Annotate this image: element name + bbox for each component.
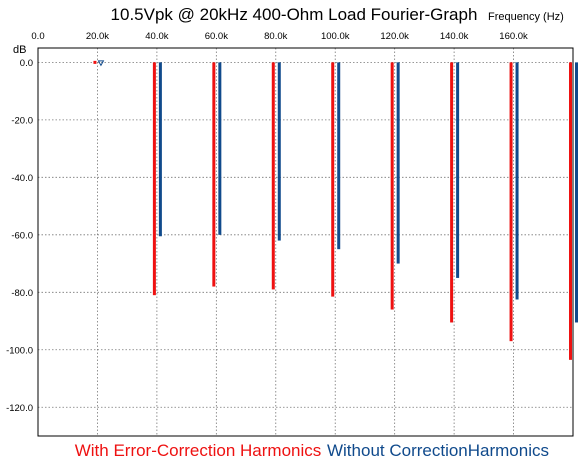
- y-tick-label: 0.0: [20, 58, 33, 69]
- bar-series-1: [331, 62, 335, 297]
- y-tick-labels: 0.0 -20.0 -40.0 -60.0 -80.0 -100.0 -120.0: [6, 58, 33, 414]
- plot-frame: [37, 47, 574, 437]
- bar-series-1: [569, 62, 572, 360]
- bar-series-1: [390, 62, 394, 310]
- x-tick-label: 40.0k: [145, 31, 168, 42]
- bar-series-1: [212, 62, 216, 287]
- x-tick-label: 140.0k: [440, 31, 469, 42]
- bar-series-2: [277, 62, 281, 241]
- chart-title: 10.5Vpk @ 20kHz 400-Ohm Load Fourier-Gra…: [111, 5, 478, 24]
- bar-series-2: [575, 62, 578, 323]
- x-tick-label: 60.0k: [205, 31, 228, 42]
- bars-group: [152, 62, 578, 360]
- bar-series-2: [456, 62, 460, 278]
- legend-series-1: With Error-Correction Harmonics: [75, 441, 322, 460]
- bar-series-1: [271, 62, 275, 290]
- fundamental-marker-series-1: [93, 60, 97, 64]
- legend-series-2: Without CorrectionHarmonics: [327, 441, 549, 460]
- fundamental-marker-series-2: [97, 60, 105, 67]
- grid-lines: [38, 48, 573, 436]
- x-tick-label: 80.0k: [264, 31, 287, 42]
- bar-series-2: [158, 62, 162, 237]
- y-tick-label: -60.0: [11, 230, 33, 241]
- bar-series-2: [218, 62, 222, 235]
- x-tick-label: 100.0k: [321, 31, 350, 42]
- bar-series-1: [450, 62, 454, 323]
- y-tick-label: -40.0: [11, 173, 33, 184]
- y-axis-label: dB: [13, 44, 26, 56]
- y-tick-label: -120.0: [6, 403, 33, 414]
- x-tick-label: 0.0: [31, 31, 44, 42]
- y-tick-label: -80.0: [11, 288, 33, 299]
- y-tick-label: -100.0: [6, 345, 33, 356]
- x-tick-label: 160.0k: [499, 31, 528, 42]
- x-tick-labels: 0.0 20.0k 40.0k 60.0k 80.0k 100.0k 120.0k 140.0…: [31, 31, 528, 42]
- y-tick-label: -20.0: [11, 115, 33, 126]
- bar-series-1: [509, 62, 513, 342]
- bar-series-2: [396, 62, 400, 264]
- bar-series-2: [515, 62, 519, 300]
- x-tick-label: 120.0k: [380, 31, 409, 42]
- markers-group: [93, 60, 105, 67]
- bar-series-2: [337, 62, 341, 250]
- bar-series-1: [152, 62, 156, 296]
- x-axis-label: Frequency (Hz): [488, 11, 564, 23]
- x-tick-label: 20.0k: [86, 31, 109, 42]
